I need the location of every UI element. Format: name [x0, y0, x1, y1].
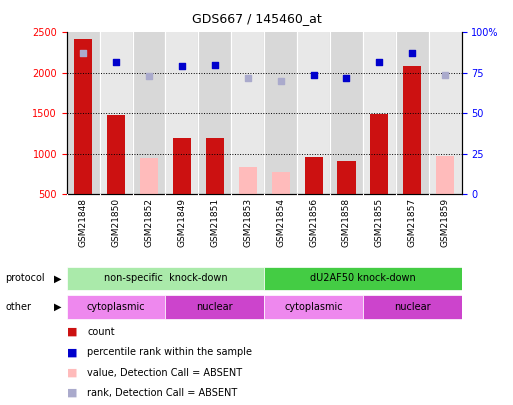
Point [441, 71, 449, 78]
Bar [239, 167, 257, 194]
Text: cytoplasmic: cytoplasmic [87, 302, 145, 312]
Text: other: other [5, 302, 31, 312]
Point [277, 78, 285, 84]
Text: dU2AF50 knock-down: dU2AF50 knock-down [310, 273, 416, 283]
Bar [363, 295, 462, 319]
Text: protocol: protocol [5, 273, 45, 283]
Text: value, Detection Call = ABSENT: value, Detection Call = ABSENT [87, 368, 242, 377]
Text: GSM21852: GSM21852 [145, 198, 153, 247]
Bar [363, 32, 396, 194]
Bar [264, 32, 297, 194]
Text: ■: ■ [67, 368, 77, 377]
Point [145, 73, 153, 79]
Bar [297, 32, 330, 194]
Bar [165, 32, 199, 194]
Bar [100, 32, 132, 194]
Text: GSM21857: GSM21857 [408, 198, 417, 247]
Bar [396, 32, 429, 194]
Text: GSM21853: GSM21853 [243, 198, 252, 247]
Point [342, 75, 350, 81]
Bar [271, 172, 290, 194]
Bar [264, 266, 462, 290]
Bar [165, 295, 264, 319]
Bar [173, 138, 191, 194]
Point [408, 50, 417, 57]
Bar [67, 295, 165, 319]
Bar [305, 157, 323, 194]
Bar [140, 158, 158, 194]
Bar [330, 32, 363, 194]
Text: nuclear: nuclear [196, 302, 233, 312]
Point [79, 50, 87, 57]
Point [244, 75, 252, 81]
Text: cytoplasmic: cytoplasmic [284, 302, 343, 312]
Text: rank, Detection Call = ABSENT: rank, Detection Call = ABSENT [87, 388, 238, 398]
Bar [67, 32, 100, 194]
Point [309, 71, 318, 78]
Text: GSM21850: GSM21850 [111, 198, 121, 247]
Bar [264, 295, 363, 319]
Text: percentile rank within the sample: percentile rank within the sample [87, 347, 252, 357]
Bar [429, 32, 462, 194]
Text: non-specific  knock-down: non-specific knock-down [104, 273, 227, 283]
Text: GSM21859: GSM21859 [441, 198, 450, 247]
Point [112, 58, 120, 65]
Text: GSM21858: GSM21858 [342, 198, 351, 247]
Bar [206, 138, 224, 194]
Point [211, 62, 219, 68]
Bar [107, 115, 125, 194]
Text: GSM21849: GSM21849 [177, 198, 186, 247]
Text: nuclear: nuclear [394, 302, 430, 312]
Text: GSM21854: GSM21854 [276, 198, 285, 247]
Text: ▶: ▶ [54, 302, 62, 312]
Text: ■: ■ [67, 347, 77, 357]
Text: ■: ■ [67, 388, 77, 398]
Text: GSM21855: GSM21855 [375, 198, 384, 247]
Bar [338, 161, 356, 194]
Text: count: count [87, 327, 115, 337]
Text: GSM21856: GSM21856 [309, 198, 318, 247]
Text: GSM21851: GSM21851 [210, 198, 220, 247]
Bar [370, 114, 388, 194]
Point [376, 58, 384, 65]
Bar [231, 32, 264, 194]
Text: ■: ■ [67, 327, 77, 337]
Bar [199, 32, 231, 194]
Bar [132, 32, 165, 194]
Bar [74, 39, 92, 194]
Bar [67, 266, 264, 290]
Text: GSM21848: GSM21848 [78, 198, 88, 247]
Text: GDS667 / 145460_at: GDS667 / 145460_at [192, 12, 321, 25]
Bar [436, 156, 455, 194]
Bar [403, 66, 421, 194]
Text: ▶: ▶ [54, 273, 62, 283]
Point [178, 63, 186, 70]
